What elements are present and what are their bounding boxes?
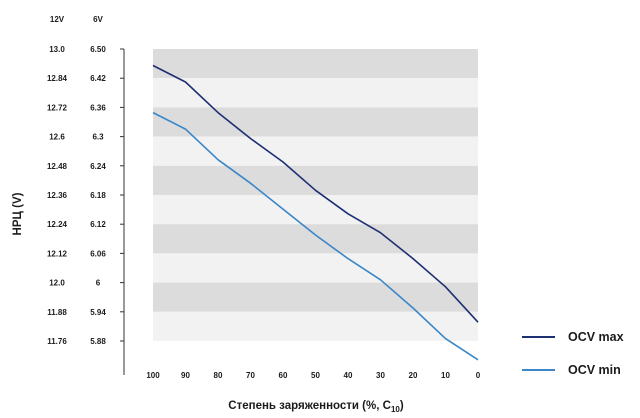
x-tick-label-2: 80	[214, 371, 223, 380]
y-tick-label-6v-8: 6	[96, 279, 101, 288]
y-tick-label-12v-1: 12.84	[47, 74, 68, 83]
x-axis-label-sub: 10	[391, 405, 400, 414]
y-axis-ticks: 13.0 6.50 12.84 6.42 12.72 6.36 12.6 6.3 12.48 6.…	[47, 45, 124, 346]
y-tick-label-12v-4: 12.48	[47, 162, 68, 171]
y-tick-label-12v-3: 12.6	[49, 133, 65, 142]
y-tick-label-6v-2: 6.36	[90, 103, 106, 112]
band-5	[153, 195, 478, 225]
band-6	[153, 224, 478, 254]
x-tick-label-4: 60	[279, 371, 288, 380]
x-tick-label-8: 20	[409, 371, 418, 380]
series-line-ocv-max	[152, 64, 479, 323]
x-axis-label: Степень заряженности (%, C10)	[228, 400, 404, 414]
legend: OCV max OCV min	[522, 330, 624, 377]
y-tick-label-12v-0: 13.0	[49, 45, 65, 54]
y-tick-label-6v-6: 6.12	[90, 220, 106, 229]
x-tick-label-7: 30	[376, 371, 385, 380]
background-bands	[153, 49, 478, 341]
series-line-ocv-min	[152, 111, 479, 361]
x-tick-label-5: 50	[311, 371, 320, 380]
y-tick-label-6v-1: 6.42	[90, 74, 106, 83]
x-axis-label-main: Степень заряженности (%, C	[228, 400, 391, 412]
y-tick-label-12v-2: 12.72	[47, 103, 68, 112]
y-tick-label-6v-7: 6.06	[90, 249, 106, 258]
y-tick-label-6v-9: 5.94	[90, 308, 106, 317]
legend-label-ocv-max: OCV max	[568, 330, 624, 344]
y-header-6v: 6V	[93, 15, 103, 24]
band-1	[153, 78, 478, 108]
x-tick-label-3: 70	[246, 371, 255, 380]
y-tick-label-6v-5: 6.18	[90, 191, 106, 200]
y-tick-label-12v-9: 11.88	[47, 308, 67, 317]
x-tick-label-9: 10	[441, 371, 450, 380]
x-tick-label-0: 100	[146, 371, 160, 380]
y-tick-label-12v-7: 12.12	[47, 249, 68, 258]
band-2	[153, 107, 478, 137]
y-tick-label-6v-0: 6.50	[90, 45, 106, 54]
x-tick-label-6: 40	[344, 371, 353, 380]
legend-label-ocv-min: OCV min	[568, 363, 621, 377]
y-tick-label-12v-8: 12.0	[49, 279, 65, 288]
series-lines	[152, 64, 479, 361]
x-tick-label-10: 0	[476, 371, 481, 380]
y-tick-label-12v-10: 11.76	[47, 337, 67, 346]
band-9	[153, 311, 478, 341]
y-tick-label-12v-6: 12.24	[47, 220, 68, 229]
y-tick-label-6v-10: 5.88	[90, 337, 106, 346]
band-3	[153, 136, 478, 166]
y-tick-label-6v-4: 6.24	[90, 162, 106, 171]
x-tick-label-1: 90	[181, 371, 190, 380]
y-header-12v: 12V	[50, 15, 65, 24]
x-axis-label-tail: )	[400, 400, 404, 412]
y-axis-label: НРЦ (V)	[12, 192, 24, 235]
y-tick-label-6v-3: 6.3	[92, 133, 104, 142]
band-0	[153, 49, 478, 79]
x-axis-ticks: 100 90 80 70 60 50 40 30 20 10 0	[146, 371, 480, 380]
band-8	[153, 282, 478, 312]
band-7	[153, 253, 478, 283]
y-tick-label-12v-5: 12.36	[47, 191, 68, 200]
